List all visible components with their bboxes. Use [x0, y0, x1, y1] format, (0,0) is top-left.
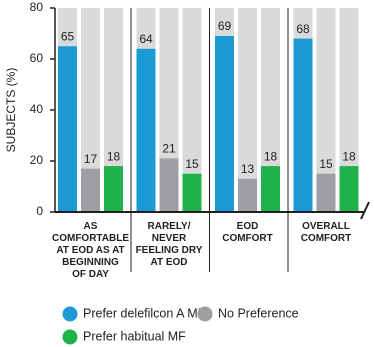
value-label: 69 — [218, 19, 232, 33]
bar-background — [182, 8, 202, 212]
bar-background — [104, 8, 123, 212]
bar — [58, 46, 77, 212]
bar-background — [316, 8, 336, 212]
y-tick-label: 40 — [30, 102, 44, 116]
bar — [136, 48, 156, 212]
value-label: 15 — [185, 157, 199, 171]
y-tick-label: 60 — [30, 51, 44, 65]
x-tick-label: RARELY/NEVER FEELING DRY AT EOD — [136, 221, 203, 268]
x-tick-label-line: OF DAY — [72, 269, 109, 280]
value-label: 17 — [84, 152, 98, 166]
x-tick-label: OVERALL COMFORT — [301, 221, 352, 244]
y-tick-label: 80 — [30, 0, 44, 14]
x-tick-label-line: NEVER — [152, 233, 187, 244]
value-label: 18 — [264, 149, 278, 163]
bar — [159, 158, 179, 212]
x-tick-label-line: AS — [84, 221, 98, 232]
legend-marker — [62, 329, 78, 345]
legend-label: Prefer delefilcon A MF — [83, 306, 206, 320]
value-label: 13 — [241, 162, 255, 176]
x-tick-label: AS COMFORTABLE AT EOD AS AT BEGINNING OF DAY — [52, 221, 129, 280]
value-label: 68 — [296, 22, 310, 36]
x-tick-label-line: OVERALL — [302, 221, 350, 232]
bar — [104, 166, 123, 212]
x-tick-label-line: COMFORT — [222, 233, 273, 244]
value-label: 18 — [342, 149, 356, 163]
bar — [215, 36, 234, 212]
value-label: 65 — [61, 29, 75, 43]
bar-background — [81, 8, 100, 212]
legend-label: No Preference — [218, 306, 299, 320]
legend-marker — [197, 306, 213, 322]
bar-background — [339, 8, 359, 212]
bar — [261, 166, 280, 212]
value-label: 15 — [319, 157, 333, 171]
bar — [316, 173, 336, 212]
x-tick-label-line: BEGINNING — [62, 257, 119, 268]
bar — [293, 38, 313, 212]
bar-background — [238, 8, 257, 212]
x-tick-label-line: COMFORTABLE — [52, 233, 129, 244]
legend-label: Prefer habitual MF — [83, 329, 186, 343]
x-tick-label-line: COMFORT — [301, 233, 352, 244]
x-tick-label-line: EOD — [237, 221, 259, 232]
legend-marker — [62, 306, 78, 322]
bar — [339, 166, 359, 212]
value-label: 21 — [162, 142, 176, 156]
bar-background — [261, 8, 280, 212]
y-axis-title: SUBJECTS (%) — [4, 68, 18, 153]
x-tick-label: EOD COMFORT — [222, 221, 273, 244]
axis-break — [360, 201, 370, 220]
bar — [238, 178, 257, 212]
x-tick-label-line: AT EOD AS AT — [56, 245, 124, 256]
x-tick-label-line: FEELING DRY — [136, 245, 203, 256]
bar — [81, 168, 100, 212]
bar — [182, 173, 202, 212]
x-tick-label-line: RARELY/ — [148, 221, 191, 232]
value-label: 64 — [139, 32, 153, 46]
y-tick-label: 20 — [30, 153, 44, 167]
y-tick-label: 0 — [36, 204, 43, 218]
x-tick-label-line: AT EOD — [150, 257, 187, 268]
value-label: 18 — [107, 149, 121, 163]
